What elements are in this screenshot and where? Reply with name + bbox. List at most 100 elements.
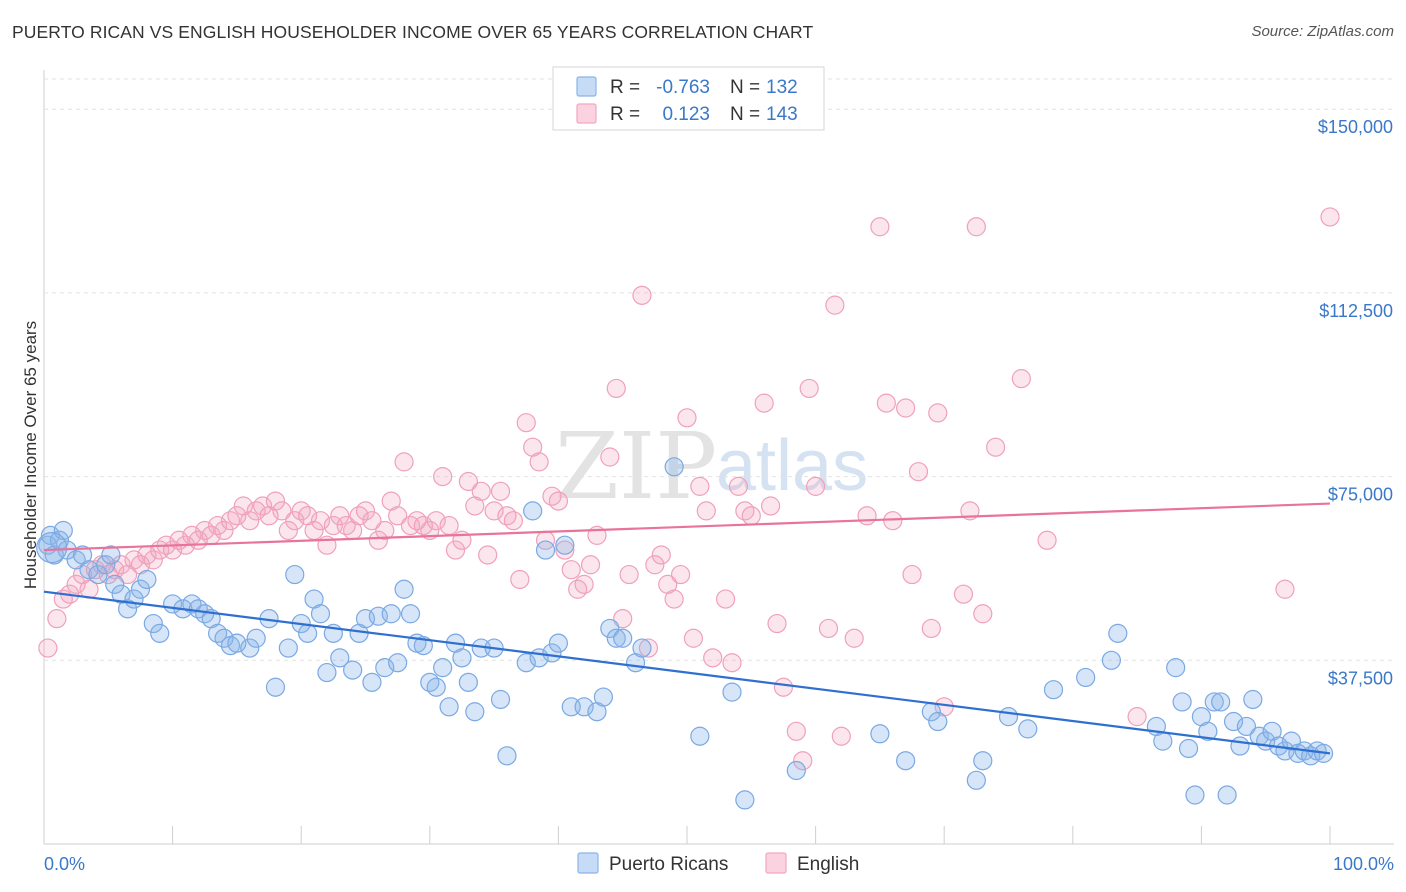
point-puerto-ricans (246, 628, 266, 648)
point-puerto-ricans (1172, 692, 1192, 712)
point-puerto-ricans (105, 574, 125, 594)
point-puerto-ricans (593, 687, 614, 707)
point-puerto-ricans (928, 711, 948, 732)
point-puerto-ricans (735, 790, 755, 810)
point-english (799, 378, 819, 399)
point-puerto-ricans (1198, 721, 1218, 741)
point-puerto-ricans (439, 697, 459, 717)
point-english (478, 545, 498, 565)
point-puerto-ricans (117, 599, 138, 619)
point-english (966, 217, 986, 237)
trend-line-puerto-ricans (43, 590, 1331, 755)
point-puerto-ricans (523, 501, 543, 521)
point-english (902, 564, 922, 585)
point-english (548, 491, 569, 511)
point-puerto-ricans (1043, 680, 1064, 700)
point-english (66, 574, 86, 594)
point-puerto-ricans (966, 770, 986, 790)
point-english (677, 408, 697, 428)
point-english (786, 721, 806, 741)
point-puerto-ricans (497, 746, 517, 766)
y-tick-label: $75,000 (1328, 485, 1393, 505)
point-puerto-ricans (143, 613, 163, 634)
point-puerto-ricans (413, 636, 433, 656)
point-english (445, 540, 466, 560)
point-puerto-ricans (317, 662, 337, 683)
point-puerto-ricans (330, 648, 350, 668)
point-puerto-ricans (664, 457, 684, 477)
legend-swatch-puerto-ricans (576, 76, 597, 97)
legend-r-label-2: R = (610, 104, 640, 125)
point-puerto-ricans (516, 653, 536, 673)
point-puerto-ricans (388, 653, 408, 673)
point-english (471, 481, 491, 501)
legend-r-value-1: -0.763 (656, 77, 710, 98)
point-english (1011, 369, 1031, 389)
point-english (870, 217, 890, 237)
point-puerto-ricans (400, 604, 421, 624)
point-puerto-ricans (214, 628, 234, 648)
point-english (613, 609, 633, 629)
point-english (510, 569, 530, 590)
point-puerto-ricans (137, 569, 157, 590)
point-english (272, 501, 292, 521)
point-puerto-ricans (150, 623, 170, 643)
point-puerto-ricans (362, 672, 382, 692)
legend-n-label-2: N = (730, 104, 760, 125)
point-puerto-ricans (1223, 711, 1244, 732)
point-puerto-ricans (240, 638, 260, 658)
point-puerto-ricans (1230, 736, 1250, 756)
point-english (908, 462, 929, 482)
point-puerto-ricans (1217, 785, 1237, 805)
point-english (928, 403, 948, 423)
point-english (362, 511, 382, 531)
point-english (214, 520, 234, 541)
y-tick-label: $112,500 (1319, 301, 1393, 321)
legend-n-label-1: N = (730, 77, 760, 98)
point-english (896, 398, 916, 418)
point-puerto-ricans (574, 697, 594, 717)
point-puerto-ricans (542, 643, 562, 663)
point-puerto-ricans (265, 677, 286, 697)
point-english (690, 476, 710, 496)
point-puerto-ricans (896, 751, 916, 771)
point-english (516, 413, 536, 433)
point-english (741, 506, 761, 526)
point-english (645, 555, 665, 575)
trend-line-english (43, 502, 1331, 552)
series-english-points (38, 207, 1340, 771)
point-english (240, 511, 260, 531)
point-english (773, 677, 794, 697)
y-tick-label: $150,000 (1318, 117, 1393, 137)
y-axis-label: Householder Income Over 65 years (21, 321, 40, 589)
point-english (715, 589, 736, 609)
point-english (503, 511, 523, 531)
point-puerto-ricans (1166, 658, 1186, 678)
point-puerto-ricans (465, 702, 485, 722)
point-english (973, 604, 993, 624)
point-puerto-ricans (426, 677, 446, 697)
point-english (111, 555, 131, 575)
point-english (844, 628, 864, 648)
point-puerto-ricans (690, 726, 710, 746)
bottom-legend-swatch-english (765, 852, 787, 874)
point-english (561, 560, 581, 580)
point-english (683, 628, 704, 648)
bottom-legend-label-english: English (797, 854, 859, 875)
point-english (857, 506, 877, 526)
point-puerto-ricans (555, 535, 575, 555)
point-puerto-ricans (722, 682, 742, 702)
point-english (638, 638, 659, 658)
legend-n-value-2: 143 (766, 104, 798, 125)
point-english (484, 501, 504, 521)
point-english (368, 530, 388, 550)
point-puerto-ricans (1204, 692, 1224, 712)
point-english (227, 506, 247, 526)
point-puerto-ricans (394, 579, 414, 599)
point-puerto-ricans (1211, 692, 1231, 712)
point-puerto-ricans (1178, 738, 1199, 759)
point-english (767, 613, 787, 634)
point-puerto-ricans (1236, 716, 1257, 737)
point-english (825, 295, 845, 315)
point-puerto-ricans (998, 707, 1019, 727)
